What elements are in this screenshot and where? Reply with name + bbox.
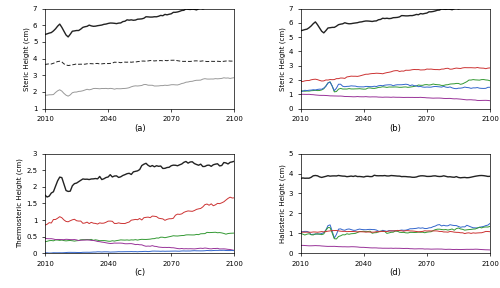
X-axis label: (b): (b) xyxy=(390,124,402,132)
X-axis label: (a): (a) xyxy=(134,124,145,132)
Y-axis label: Steric Height (cm): Steric Height (cm) xyxy=(24,27,30,90)
Y-axis label: Steric Height (cm): Steric Height (cm) xyxy=(279,27,285,90)
X-axis label: (c): (c) xyxy=(134,268,145,277)
Y-axis label: Thermosteric Height (cm): Thermosteric Height (cm) xyxy=(17,158,24,249)
X-axis label: (d): (d) xyxy=(390,268,402,277)
Y-axis label: Halosteric Height (cm): Halosteric Height (cm) xyxy=(279,164,285,243)
